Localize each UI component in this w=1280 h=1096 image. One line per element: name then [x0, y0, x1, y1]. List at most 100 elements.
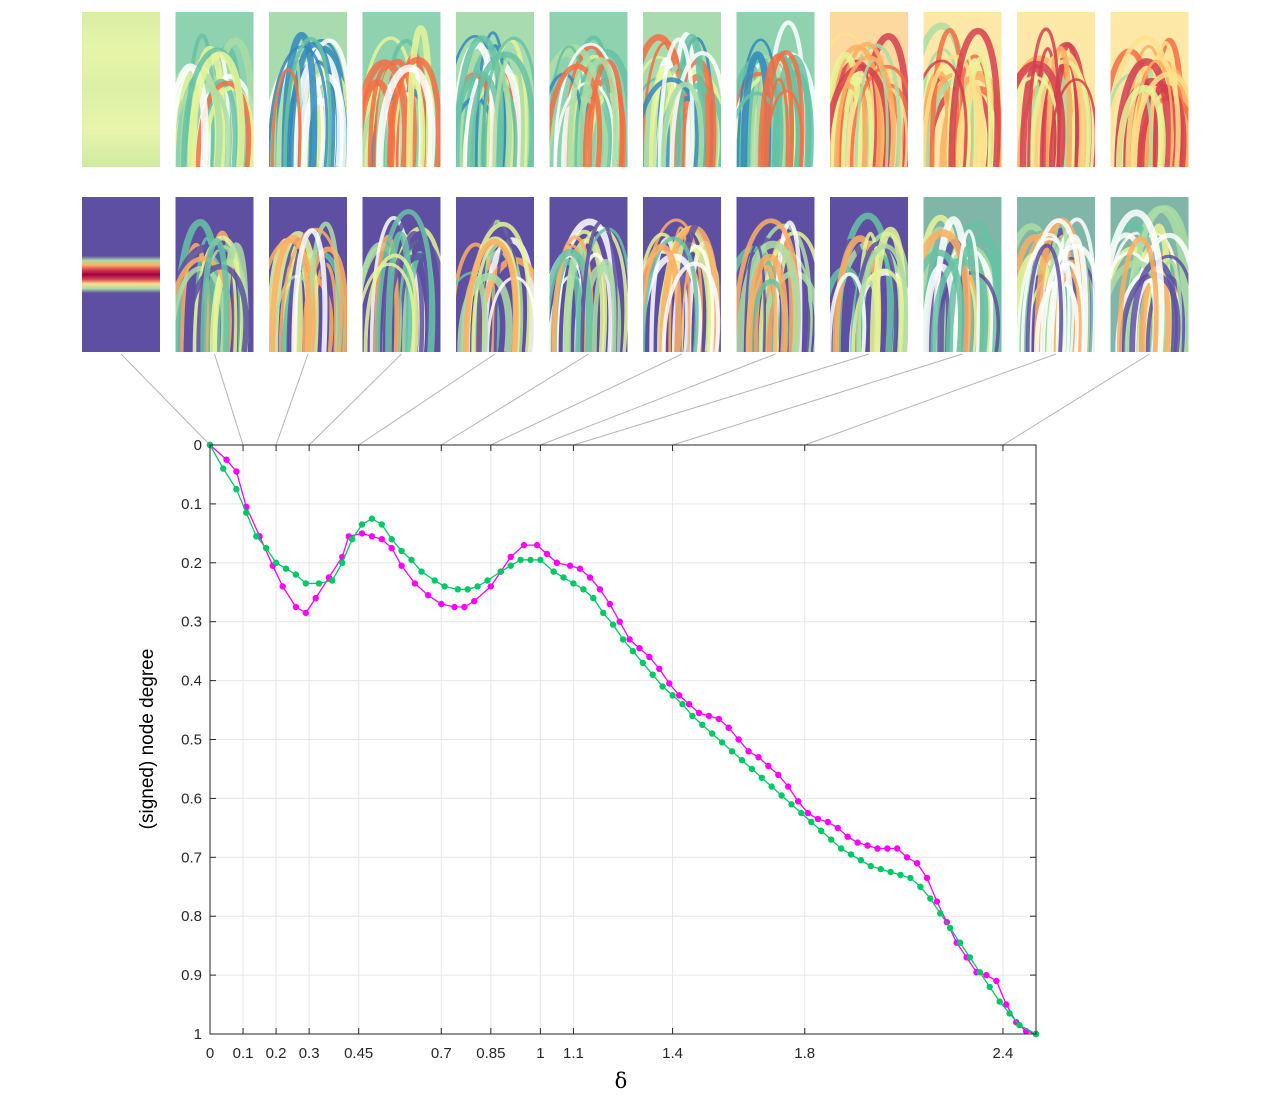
data-point-green	[907, 874, 914, 882]
thumbnail-top	[923, 12, 1002, 167]
y-axis-label: (signed) node degree	[137, 649, 158, 830]
thumbnail-swirl	[549, 248, 594, 352]
thumbnail-bottom	[82, 197, 160, 352]
thumbnail-top	[456, 12, 534, 167]
data-point-magenta	[626, 636, 633, 643]
thumbnail-bottom	[175, 197, 254, 352]
data-point-green	[507, 562, 514, 569]
thumbnail-swirl	[1017, 237, 1075, 352]
data-point-magenta	[656, 665, 663, 672]
thumbnail-swirl	[643, 243, 682, 352]
x-tick-label: 1.1	[563, 1045, 584, 1062]
thumbnail-row-top	[82, 12, 1189, 167]
thumbnail-swirl	[287, 41, 336, 167]
thumbnail-top	[1110, 12, 1189, 167]
series-green	[206, 441, 1040, 1038]
data-point-green	[1016, 1021, 1023, 1029]
data-point-magenta	[745, 748, 752, 755]
thumbnail-swirl	[766, 78, 789, 167]
thumbnail-swirl	[736, 57, 784, 167]
thumbnail-swirl	[660, 82, 704, 167]
data-point-green	[619, 636, 627, 643]
data-point-green	[986, 983, 993, 991]
thumbnail-swirl	[923, 54, 980, 167]
thumbnail-swirl	[549, 96, 609, 167]
data-point-magenta	[903, 854, 911, 861]
x-axis-label: δ	[615, 1069, 628, 1093]
thumbnail-swirl	[643, 77, 700, 167]
thumbnail-swirl	[175, 63, 209, 167]
thumbnail-top	[643, 12, 721, 167]
thumbnail-swirl	[736, 240, 801, 352]
data-point-green	[828, 836, 835, 843]
data-point-green	[758, 774, 765, 781]
grid-lines	[210, 445, 1036, 1034]
data-point-green	[937, 910, 944, 917]
data-point-green	[699, 721, 706, 728]
data-point-green	[768, 783, 775, 790]
y-tick-label: 0.2	[181, 555, 202, 572]
thumbnail-top	[175, 12, 254, 167]
connector-line	[573, 353, 870, 446]
data-point-magenta	[804, 809, 812, 817]
data-point-magenta	[794, 798, 802, 805]
thumbnail-bottom	[923, 197, 1002, 352]
data-point-magenta	[705, 712, 713, 720]
data-point-green	[292, 571, 300, 578]
x-tick-label: 0.7	[431, 1045, 452, 1062]
connector-line	[275, 353, 309, 446]
thumbnail-swirl	[1115, 85, 1166, 167]
data-point-magenta	[636, 645, 643, 652]
thumbnail-swirl	[753, 264, 778, 352]
thumbnail-swirl	[592, 259, 617, 352]
plot-area: 0 0.1 0.2 0.3 0.45 0.7 0.85 1 1.1 1.4 1.8 2.4 00.10…	[181, 437, 1040, 1062]
data-point-magenta	[576, 565, 584, 572]
data-point-green	[368, 515, 376, 522]
data-point-green	[329, 577, 336, 584]
connector-line	[540, 353, 776, 446]
connector-line	[490, 353, 683, 446]
thumbnail-swirl	[661, 261, 721, 352]
data-point-magenta	[834, 824, 841, 832]
data-point-green	[897, 871, 904, 879]
data-point-green	[302, 580, 309, 587]
data-point-green	[220, 465, 227, 472]
data-point-green	[398, 547, 405, 555]
data-point-green	[580, 586, 587, 593]
thumbnail-swirl	[643, 236, 699, 352]
thumbnail-swirl	[948, 28, 1001, 167]
data-point-green	[464, 586, 471, 593]
connector-line	[804, 353, 1057, 446]
data-point-green	[233, 486, 240, 493]
data-point-magenta	[533, 541, 541, 549]
x-tick-label: 1	[536, 1045, 544, 1062]
data-point-magenta	[233, 468, 240, 475]
data-point-green	[590, 594, 597, 602]
y-tick-label: 0.3	[181, 614, 202, 631]
data-point-green	[263, 544, 270, 552]
thumbnail-swirl	[283, 36, 332, 167]
data-point-magenta	[312, 594, 319, 602]
data-point-green	[738, 756, 746, 764]
thumbnail-row-bottom	[82, 197, 1189, 352]
data-point-magenta	[775, 771, 782, 778]
thumbnail-swirl	[187, 51, 245, 167]
data-point-green	[679, 701, 686, 708]
data-point-magenta	[685, 701, 693, 708]
data-point-green	[837, 845, 845, 852]
thumbnail-swirl	[1045, 46, 1073, 167]
data-point-green	[808, 818, 815, 826]
thumbnail-bottom	[549, 197, 628, 352]
y-tick-label: 1	[194, 1026, 202, 1043]
data-point-magenta	[424, 592, 432, 599]
thumbnail-swirl	[745, 253, 788, 352]
thumbnail-swirl	[1131, 71, 1189, 167]
thumbnail-swirl	[643, 250, 689, 352]
thumbnail-swirl	[576, 57, 619, 167]
data-point-magenta	[616, 618, 623, 625]
data-point-green	[527, 556, 534, 564]
data-point-green	[718, 739, 726, 746]
thumbnail-swirl	[480, 36, 534, 167]
data-point-magenta	[725, 724, 732, 731]
